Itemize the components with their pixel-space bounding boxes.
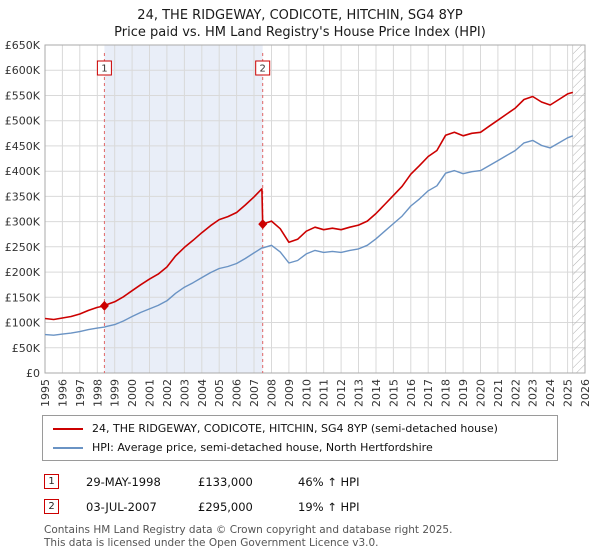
svg-text:£300K: £300K xyxy=(5,216,41,229)
svg-text:2005: 2005 xyxy=(213,379,226,407)
between-sales-shading xyxy=(104,45,263,373)
svg-text:2001: 2001 xyxy=(144,379,157,407)
sale-point-marker xyxy=(258,219,268,230)
sale-number-badge: 1 xyxy=(44,474,59,489)
svg-text:1: 1 xyxy=(101,64,107,75)
sale-date: 03-JUL-2007 xyxy=(86,499,157,514)
sale-annotation-row: 2 03-JUL-2007 £295,000 19% ↑ HPI xyxy=(44,499,600,514)
svg-text:2024: 2024 xyxy=(544,379,557,407)
gridlines xyxy=(44,44,586,374)
svg-text:£0: £0 xyxy=(26,367,40,380)
svg-text:£500K: £500K xyxy=(5,115,41,128)
sale-marker-lines xyxy=(103,53,264,373)
legend-item-hpi: HPI: Average price, semi-detached house,… xyxy=(53,440,547,455)
sale-number-box: 2 xyxy=(255,60,271,76)
svg-text:2004: 2004 xyxy=(196,379,209,407)
svg-text:£600K: £600K xyxy=(5,64,41,77)
svg-text:2010: 2010 xyxy=(300,379,313,407)
price-chart: 1 2 £0 £50K £100K £150K £200K £250K £300K £350K £4… xyxy=(0,41,600,411)
svg-text:£200K: £200K xyxy=(5,266,41,279)
y-tick-labels: £0 £50K £100K £150K £200K £250K £300K £350K £400… xyxy=(5,41,41,380)
svg-text:2023: 2023 xyxy=(527,379,540,407)
svg-text:£400K: £400K xyxy=(5,165,41,178)
svg-text:1998: 1998 xyxy=(91,379,104,407)
sale-number-box: 1 xyxy=(96,60,112,76)
svg-text:2017: 2017 xyxy=(422,379,435,407)
footer-line1: Contains HM Land Registry data © Crown c… xyxy=(44,524,453,536)
svg-text:£250K: £250K xyxy=(5,241,41,254)
sale-date: 29-MAY-1998 xyxy=(86,474,161,489)
chart-svg: 1 2 £0 £50K £100K £150K £200K £250K £300K £350K £4… xyxy=(5,41,592,407)
svg-text:2006: 2006 xyxy=(231,379,244,407)
footer-line2: This data is licensed under the Open Gov… xyxy=(44,537,379,549)
chart-title-address: 24, THE RIDGEWAY, CODICOTE, HITCHIN, SG4… xyxy=(137,8,463,23)
svg-text:2025: 2025 xyxy=(562,379,575,407)
svg-text:2016: 2016 xyxy=(405,379,418,407)
sale-point-marker xyxy=(99,300,109,311)
svg-text:2000: 2000 xyxy=(126,379,139,407)
svg-text:£650K: £650K xyxy=(5,41,41,52)
svg-text:1999: 1999 xyxy=(109,379,122,407)
chart-subtitle: Price paid vs. HM Land Registry's House … xyxy=(114,25,486,40)
sale-price: £295,000 xyxy=(198,499,253,514)
svg-text:2021: 2021 xyxy=(492,379,505,407)
svg-text:2013: 2013 xyxy=(353,379,366,407)
sale-annotation-row: 1 29-MAY-1998 £133,000 46% ↑ HPI xyxy=(44,474,600,489)
sale-annotations: 1 29-MAY-1998 £133,000 46% ↑ HPI 2 03-JU… xyxy=(44,474,600,514)
chart-legend: 24, THE RIDGEWAY, CODICOTE, HITCHIN, SG4… xyxy=(42,415,558,461)
svg-text:2008: 2008 xyxy=(266,379,279,407)
svg-text:1996: 1996 xyxy=(56,379,69,407)
future-hatch-region xyxy=(572,44,586,374)
legend-label-price-paid: 24, THE RIDGEWAY, CODICOTE, HITCHIN, SG4… xyxy=(92,422,498,435)
svg-text:2003: 2003 xyxy=(178,379,191,407)
hpi-line-swatch xyxy=(53,446,83,449)
x-tick-labels: 1995 1996 1997 1998 1999 2000 2001 2002 2003 2004… xyxy=(39,379,592,407)
svg-text:1997: 1997 xyxy=(74,379,87,407)
license-footer: Contains HM Land Registry data © Crown c… xyxy=(44,524,600,550)
svg-text:£50K: £50K xyxy=(12,342,41,355)
svg-text:2022: 2022 xyxy=(509,379,522,407)
svg-text:£550K: £550K xyxy=(5,90,41,103)
series-price-paid xyxy=(44,91,574,321)
svg-text:£450K: £450K xyxy=(5,140,41,153)
svg-text:2014: 2014 xyxy=(370,379,383,407)
svg-text:2012: 2012 xyxy=(335,379,348,407)
chart-header: 24, THE RIDGEWAY, CODICOTE, HITCHIN, SG4… xyxy=(0,0,600,41)
svg-text:2011: 2011 xyxy=(318,379,331,407)
sale-hpi-delta: 19% ↑ HPI xyxy=(298,499,360,514)
sale-number-badge: 2 xyxy=(44,499,59,514)
price-paid-line-swatch xyxy=(53,427,83,430)
sale-hpi-delta: 46% ↑ HPI xyxy=(298,474,360,489)
svg-text:£100K: £100K xyxy=(5,317,41,330)
svg-text:£150K: £150K xyxy=(5,291,41,304)
svg-text:2026: 2026 xyxy=(579,379,592,407)
legend-item-price-paid: 24, THE RIDGEWAY, CODICOTE, HITCHIN, SG4… xyxy=(53,421,547,436)
svg-text:2007: 2007 xyxy=(248,379,261,407)
svg-text:2015: 2015 xyxy=(387,379,400,407)
svg-text:2: 2 xyxy=(260,64,266,75)
svg-text:2009: 2009 xyxy=(283,379,296,407)
svg-text:2020: 2020 xyxy=(475,379,488,407)
svg-text:1995: 1995 xyxy=(39,379,52,407)
sale-price: £133,000 xyxy=(198,474,253,489)
svg-text:2002: 2002 xyxy=(161,379,174,407)
series-hpi xyxy=(44,135,574,336)
plot-border xyxy=(44,44,586,374)
svg-text:2018: 2018 xyxy=(440,379,453,407)
legend-label-hpi: HPI: Average price, semi-detached house,… xyxy=(92,441,433,454)
svg-text:£350K: £350K xyxy=(5,190,41,203)
svg-text:2019: 2019 xyxy=(457,379,470,407)
